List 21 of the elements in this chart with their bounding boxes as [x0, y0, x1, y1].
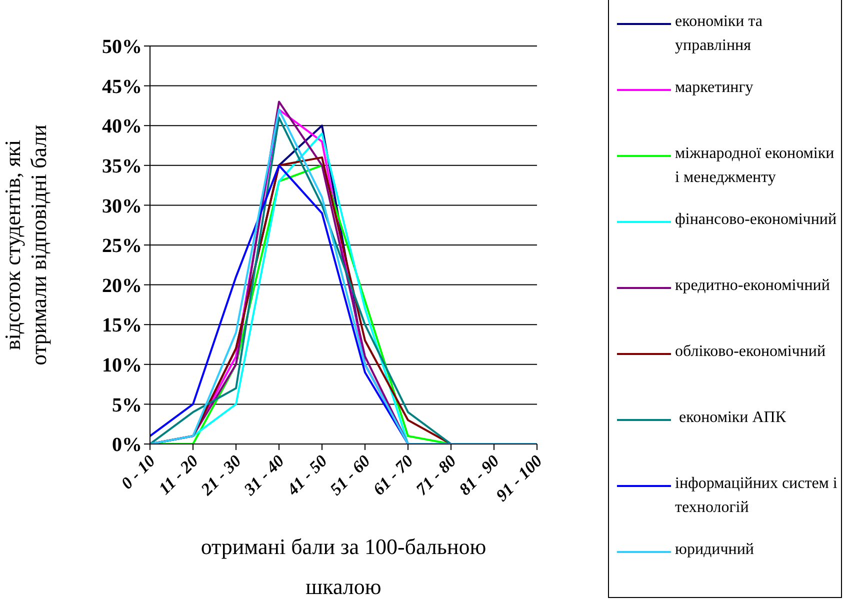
y-axis-title: відсоток студентів, які отримали відповідні бали	[0, 124, 51, 366]
legend-label: інформаційних систем і технологій	[675, 474, 838, 518]
y-tick-label: 50%	[102, 36, 142, 58]
y-tick-label: 10%	[102, 354, 142, 376]
legend-label: юридичний	[675, 540, 755, 560]
y-tick-label: 20%	[102, 274, 142, 297]
legend-label: міжнародної економіки і менеджменту	[675, 144, 836, 188]
y-tick-label: 40%	[102, 116, 142, 138]
y-tick-label: 25%	[102, 235, 142, 258]
y-tick-label: 35%	[102, 156, 142, 178]
y-tick-label: 5%	[112, 394, 142, 416]
y-tick-label: 15%	[102, 314, 142, 337]
x-axis-title: отримані бали за 100-бальною шкалою	[200, 534, 486, 599]
legend-label: економіки та управління	[675, 12, 764, 56]
legend-label: кредитно-економічний	[675, 276, 831, 296]
y-tick-label: 45%	[102, 76, 142, 98]
legend-label: маркетингу	[675, 78, 754, 98]
legend-label: фінансово-економічний	[675, 210, 838, 230]
legend-label: обліково-економічний	[675, 342, 827, 362]
legend-label: економіки АПК	[678, 408, 788, 428]
y-tick-label: 30%	[102, 195, 142, 218]
